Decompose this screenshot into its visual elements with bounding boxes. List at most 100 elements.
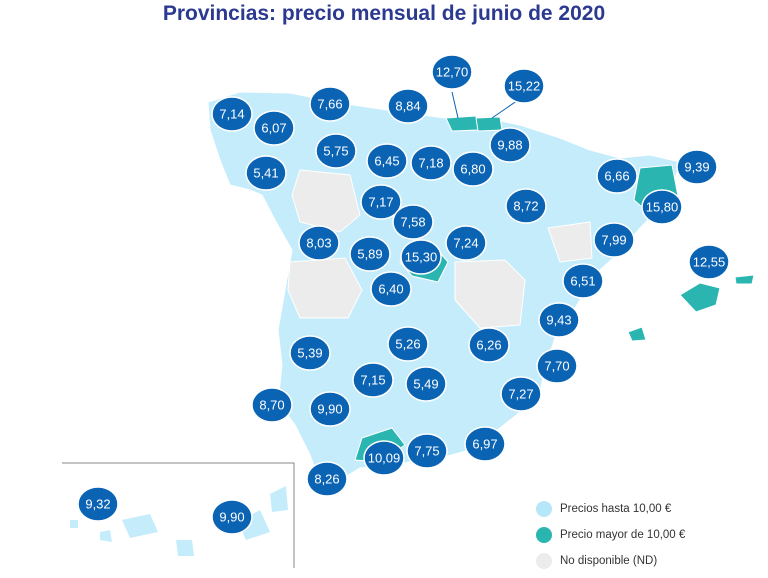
canary-island-2 (100, 530, 112, 542)
price-bubble-circle (370, 271, 412, 307)
price-bubble-circle (289, 335, 331, 371)
price-bubble: 7,18 (410, 145, 452, 181)
price-bubble: 7,99 (593, 222, 635, 258)
price-bubble: 7,27 (500, 376, 542, 412)
price-bubble: 8,26 (306, 461, 348, 497)
nd-area-teruel (454, 259, 526, 329)
price-label: 15,80 (646, 200, 679, 215)
map-title: Provincias: precio mensual de junio de 2… (162, 2, 606, 25)
price-label: 5,39 (297, 346, 322, 361)
price-bubble-circle (452, 151, 494, 187)
price-label: 8,84 (395, 99, 420, 114)
price-bubble: 7,24 (445, 225, 487, 261)
price-bubble-circle (245, 155, 287, 191)
price-bubble: 10,09 (363, 440, 405, 476)
price-bubble-circle (538, 302, 580, 338)
price-label: 15,22 (508, 79, 541, 94)
price-bubble-circle (251, 387, 293, 423)
price-bubble-circle (688, 244, 730, 280)
price-label: 7,66 (317, 97, 342, 112)
price-bubble: 6,45 (366, 143, 408, 179)
canary-island-3 (122, 514, 158, 538)
price-bubble-circle (536, 348, 578, 384)
canary-inset-frame (62, 462, 295, 568)
price-label: 6,26 (476, 338, 501, 353)
price-label: 8,26 (314, 472, 339, 487)
leader-line-bizkaia (451, 91, 459, 119)
price-bubble-circle (468, 327, 510, 363)
price-bubble: 15,80 (641, 189, 683, 225)
price-label: 6,66 (604, 169, 629, 184)
price-label: 8,70 (259, 398, 284, 413)
price-bubble: 7,75 (406, 433, 448, 469)
mallorca-shape (679, 282, 721, 313)
legend-swatch-base (536, 501, 552, 517)
price-bubble-circle (253, 110, 295, 146)
price-bubble-circle (593, 222, 635, 258)
price-bubble-circle (562, 263, 604, 299)
legend-item-nd: No disponible (ND) (536, 548, 685, 574)
legend: Precios hasta 10,00 € Precio mayor de 10… (536, 496, 685, 574)
price-label: 5,75 (323, 144, 348, 159)
price-label: 7,14 (219, 107, 244, 122)
price-bubble: 5,75 (315, 133, 357, 169)
price-bubble: 7,66 (309, 86, 351, 122)
price-bubble: 9,39 (676, 149, 718, 185)
price-bubble-circle (349, 236, 391, 272)
price-bubble-circle (410, 145, 452, 181)
legend-swatch-nd (536, 553, 552, 569)
price-bubble: 7,70 (536, 348, 578, 384)
price-bubble: 5,39 (289, 335, 331, 371)
nd-area-zamora (291, 169, 361, 233)
price-bubble-circle (596, 158, 638, 194)
price-bubble-circle (387, 326, 429, 362)
price-label: 7,75 (414, 444, 439, 459)
price-label: 9,90 (219, 510, 244, 525)
price-bubble-circle (400, 239, 442, 275)
price-bubble: 8,72 (505, 188, 547, 224)
price-bubble-circle (392, 204, 434, 240)
price-bubble: 7,17 (360, 184, 402, 220)
price-bubble: 15,30 (400, 239, 442, 275)
price-bubble: 12,70 (431, 54, 473, 90)
price-label: 5,41 (253, 166, 278, 181)
price-bubble: 7,58 (392, 204, 434, 240)
price-label: 15,30 (405, 250, 438, 265)
price-label: 8,03 (306, 236, 331, 251)
price-bubble-circle (366, 143, 408, 179)
menorca-shape (734, 274, 755, 285)
price-bubble: 6,07 (253, 110, 295, 146)
price-label: 6,80 (460, 162, 485, 177)
price-bubble-circle (315, 133, 357, 169)
price-bubble: 6,80 (452, 151, 494, 187)
price-label: 5,26 (395, 337, 420, 352)
legend-label-nd: No disponible (ND) (560, 555, 658, 567)
price-bubble: 8,84 (387, 88, 429, 124)
price-label: 8,72 (513, 199, 538, 214)
price-label: 9,32 (85, 497, 110, 512)
price-bubble: 8,03 (298, 225, 340, 261)
price-bubble-circle (406, 433, 448, 469)
price-bubble-circle (676, 149, 718, 185)
canary-island-4 (176, 540, 194, 556)
price-bubble-circle (306, 461, 348, 497)
price-bubble-circle (352, 362, 394, 398)
price-bubble: 6,97 (464, 426, 506, 462)
price-bubble-circle (503, 68, 545, 104)
legend-label-high: Precio mayor de 10,00 € (560, 529, 686, 541)
price-bubble: 9,90 (211, 499, 253, 535)
price-label: 6,45 (374, 154, 399, 169)
legend-item-base: Precios hasta 10,00 € (536, 496, 685, 522)
price-bubble: 6,40 (370, 271, 412, 307)
price-label: 5,89 (357, 247, 382, 262)
price-label: 5,49 (413, 377, 438, 392)
legend-swatch-high (536, 527, 552, 543)
price-label: 7,99 (601, 233, 626, 248)
price-bubble: 9,88 (489, 127, 531, 163)
price-bubble-circle (405, 366, 447, 402)
price-label: 7,24 (453, 236, 478, 251)
high-area-bizkaia (445, 115, 479, 132)
price-bubble-circle (211, 499, 253, 535)
price-bubble-circle (298, 225, 340, 261)
